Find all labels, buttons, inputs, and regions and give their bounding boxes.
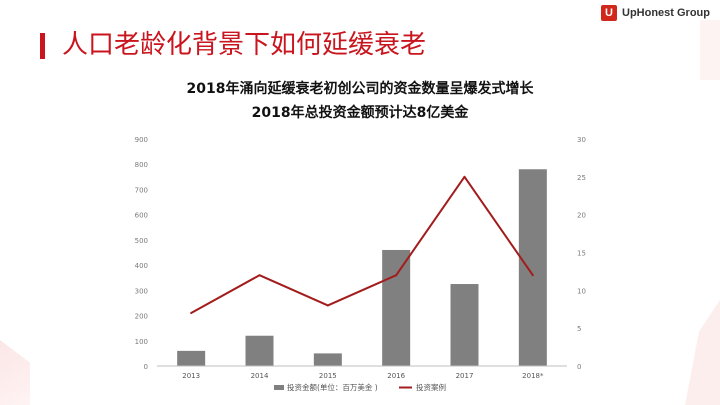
y-right-tick-label: 30 [577, 136, 586, 144]
y-left-tick-label: 100 [135, 338, 148, 346]
bar [382, 249, 411, 366]
chart-subtitle: 2018年总投资金额预计达8亿美金 [251, 105, 469, 121]
line-point [190, 312, 193, 315]
corner-decoration [700, 20, 720, 80]
x-tick-label: 2018* [522, 372, 544, 380]
y-left-tick-label: 500 [135, 237, 148, 245]
logo-mark-icon: U [601, 5, 617, 21]
line-point [463, 175, 466, 178]
page-title: 人口老龄化背景下如何延缓衰老 [62, 30, 427, 60]
chart-title: 2018年涌向延缓衰老初创公司的资金数量呈爆发式增长 [186, 81, 534, 97]
x-tick-label: 2015 [319, 372, 337, 380]
y-right-tick-label: 25 [577, 174, 586, 182]
logo-text: UpHonest Group [622, 7, 710, 19]
y-left-tick-label: 400 [135, 262, 148, 270]
y-left-tick-label: 900 [135, 136, 148, 144]
line-series-investment-cases [190, 175, 534, 314]
bar [518, 169, 547, 366]
y-left-tick-label: 200 [135, 313, 148, 321]
bar [450, 284, 479, 366]
y-left-tick-label: 0 [144, 363, 148, 371]
y-left-tick-label: 800 [135, 161, 148, 169]
title-accent-bar [40, 33, 45, 59]
line-point [395, 274, 398, 277]
x-tick-label: 2017 [456, 372, 474, 380]
legend-line-label: 投资案例 [416, 382, 446, 392]
x-tick-label: 2014 [251, 372, 269, 380]
company-logo: U UpHonest Group [601, 5, 710, 21]
line-point [531, 274, 534, 277]
x-tick-label: 2016 [387, 372, 405, 380]
y-right-tick-label: 0 [577, 363, 581, 371]
line-point [258, 274, 261, 277]
legend-bar-swatch [274, 385, 284, 390]
line-point [326, 304, 329, 307]
bar [313, 353, 342, 366]
y-left-tick-label: 300 [135, 287, 148, 295]
y-left-tick-label: 700 [135, 186, 148, 194]
legend-bar-label: 投资金额(单位：百万美金 ) [287, 382, 378, 392]
bar [177, 350, 206, 366]
x-tick-label: 2013 [182, 372, 200, 380]
bar [245, 335, 274, 366]
y-right-tick-label: 10 [577, 287, 586, 295]
y-right-tick-label: 15 [577, 250, 586, 258]
y-right-tick-label: 20 [577, 212, 586, 220]
y-left-tick-label: 600 [135, 212, 148, 220]
y-right-tick-label: 5 [577, 325, 581, 333]
